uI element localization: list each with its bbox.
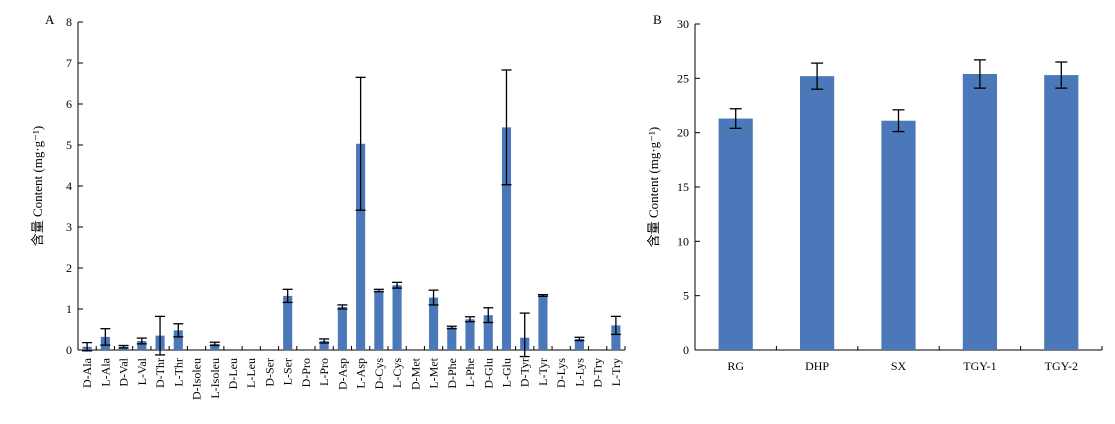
bar: [962, 73, 997, 350]
y-tick-label: 2: [66, 261, 72, 275]
bar: [881, 120, 916, 350]
x-tick-label: D-Pro: [299, 358, 313, 387]
x-tick-label: L-Leu: [244, 358, 258, 388]
bar: [465, 319, 475, 350]
y-tick-label: 10: [677, 234, 689, 248]
y-axis-title: 含量 Content (mg·g⁻¹): [30, 126, 45, 247]
x-tick-label: L-Tyr: [536, 358, 550, 386]
x-tick-label: L-Pro: [317, 358, 331, 386]
x-tick-label: SX: [891, 359, 907, 373]
x-tick-label: D-Met: [408, 357, 422, 390]
y-tick-label: 5: [66, 138, 72, 152]
y-tick-label: 6: [66, 97, 72, 111]
panel-b: B 0 5 10 15 20 25 30 含量 Content (mg·g⁻¹) RG DHP SX T…: [646, 12, 1103, 373]
x-tick-label: D-Phe: [445, 358, 459, 389]
bar: [283, 295, 293, 350]
bar: [319, 340, 329, 350]
x-tick-label: D-Ala: [80, 357, 94, 388]
y-tick-label: 30: [677, 17, 689, 31]
bar: [374, 290, 384, 350]
bar: [501, 127, 512, 351]
bar: [611, 325, 621, 350]
x-tick-label: L-Asp: [354, 358, 368, 389]
y-tick-label: 5: [683, 289, 689, 303]
bar: [337, 306, 347, 350]
bar: [210, 343, 220, 350]
x-tick-label: D-Isoleu: [190, 358, 204, 400]
x-tick-label: L-Phe: [463, 358, 477, 387]
x-tick-label: D-Lys: [554, 358, 568, 388]
y-tick-label: 15: [677, 180, 689, 194]
bar: [800, 76, 835, 350]
panel-a: A 0 1 2 3 4 5 6 7 8 含量 Content (mg·g⁻¹) D-Ala L-Ala D…: [30, 12, 626, 400]
x-tick-label: DHP: [805, 359, 829, 373]
bar: [356, 143, 366, 350]
bar: [1044, 75, 1079, 350]
bar: [173, 330, 183, 350]
x-tick-label: D-Cys: [372, 358, 386, 390]
x-tick-label: D-Asp: [335, 358, 349, 390]
x-tick-label: D-Ser: [262, 358, 276, 387]
y-axis-title: 含量 Content (mg·g⁻¹): [646, 127, 661, 248]
x-tick-label: L-Ala: [98, 357, 112, 386]
x-tick-label: RG: [727, 359, 744, 373]
x-tick-label: TGY-1: [963, 359, 996, 373]
y-tick-label: 1: [66, 302, 72, 316]
x-tick-label: L-Thr: [171, 358, 185, 387]
y-tick-label: 4: [66, 179, 72, 193]
x-tick-label: TGY-2: [1045, 359, 1078, 373]
x-tick-label: L-Ser: [281, 358, 295, 385]
x-tick-label: L-Lys: [572, 358, 586, 387]
y-tick-label: 7: [66, 56, 72, 70]
bar: [137, 340, 147, 350]
x-tick-label: D-Val: [117, 357, 131, 386]
x-tick-label: D-Leu: [226, 358, 240, 389]
y-tick-label: 0: [66, 343, 72, 357]
x-tick-label: D-Tyr: [518, 358, 532, 387]
y-tick-label: 25: [677, 71, 689, 85]
x-tick-label: L-Try: [609, 358, 623, 386]
bar: [538, 295, 548, 350]
bar: [428, 297, 439, 350]
x-tick-label: L-Isoleu: [208, 358, 222, 399]
bar: [718, 118, 753, 350]
x-tick-label: L-Cys: [390, 358, 404, 388]
x-tick-label: L-Glu: [499, 358, 513, 387]
bar: [447, 327, 457, 350]
x-tick-label: D-Thr: [153, 358, 167, 388]
panel-label: B: [653, 12, 662, 27]
bar: [574, 338, 584, 350]
x-tick-label: L-Val: [135, 357, 149, 385]
bar: [392, 285, 402, 350]
panel-label: A: [45, 12, 55, 27]
x-tick-label: L-Met: [427, 357, 441, 388]
x-tick-label: D-Glu: [481, 358, 495, 389]
y-tick-label: 3: [66, 220, 72, 234]
x-tick-label: D-Try: [591, 358, 605, 388]
y-tick-label: 0: [683, 343, 689, 357]
y-tick-label: 20: [677, 126, 689, 140]
bar: [483, 315, 493, 350]
y-tick-label: 8: [66, 15, 72, 29]
